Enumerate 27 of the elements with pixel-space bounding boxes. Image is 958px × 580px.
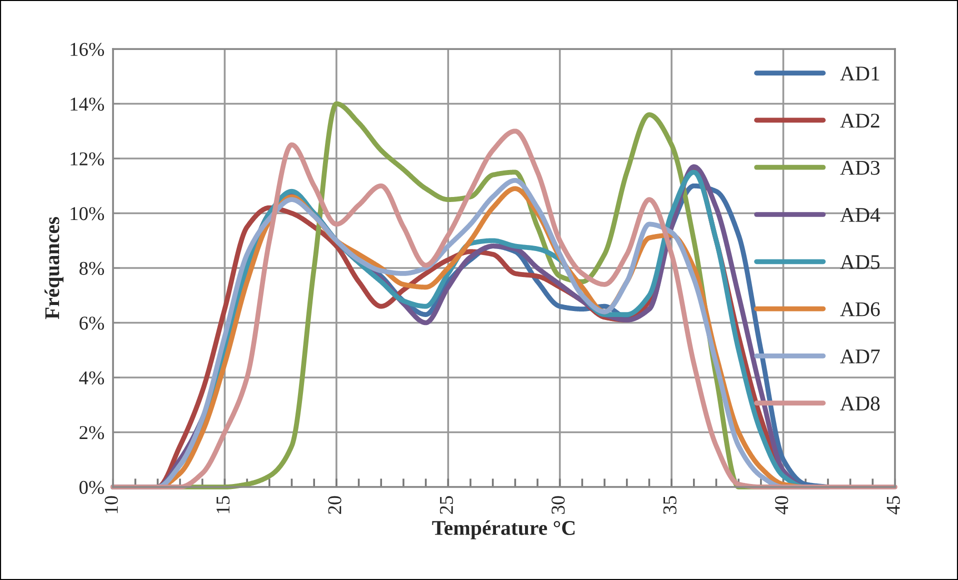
x-tick-label: 20 xyxy=(328,496,342,514)
y-tick-label: 8% xyxy=(79,262,104,275)
y-tick-label: 4% xyxy=(79,371,104,384)
y-tick-label: 0% xyxy=(79,480,104,494)
y-tick-label: 2% xyxy=(80,426,104,440)
x-tick-label: 25 xyxy=(440,496,454,514)
y-tick-label: 14% xyxy=(70,98,104,111)
legend-label: AD8 xyxy=(840,396,880,411)
x-tick-label: 15 xyxy=(216,496,230,514)
x-tick-label: 40 xyxy=(775,496,788,514)
x-axis-title: Température °C xyxy=(432,520,575,540)
y-tick-label: 12% xyxy=(70,152,104,166)
y-tick-label: 6% xyxy=(80,316,104,330)
x-tick-label: 45 xyxy=(886,496,900,514)
y-tick-label: 10% xyxy=(70,207,104,220)
legend-label: AD2 xyxy=(840,114,880,128)
x-tick-label: 30 xyxy=(552,496,565,514)
x-tick-label: 35 xyxy=(663,496,676,514)
legend-label: AD4 xyxy=(840,208,880,222)
legend-label: AD5 xyxy=(840,255,880,270)
legend-label: AD1 xyxy=(840,66,880,80)
legend-label: AD7 xyxy=(840,349,880,364)
legend-label: AD6 xyxy=(840,302,880,316)
legend-label: AD3 xyxy=(840,160,880,175)
x-tick-label: 10 xyxy=(104,496,118,514)
y-axis-title: Fréquances xyxy=(44,217,64,320)
y-tick-label: 16% xyxy=(70,42,104,56)
